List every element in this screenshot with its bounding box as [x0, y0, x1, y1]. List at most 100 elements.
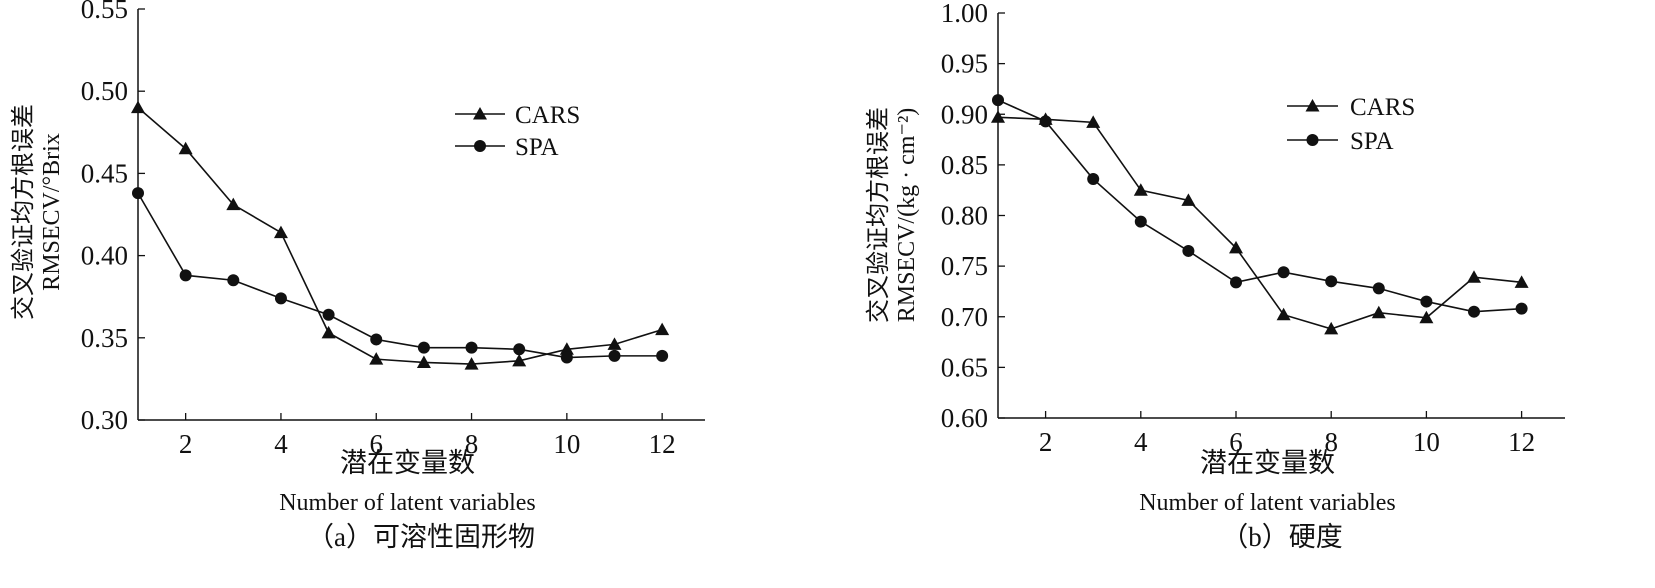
- y-tick-label: 0.50: [81, 76, 128, 106]
- x-axis-label-en: Number of latent variables: [279, 490, 536, 516]
- x-tick-label: 6: [370, 429, 384, 459]
- panel-caption: （a）可溶性固形物: [307, 522, 535, 552]
- series-cars: [991, 110, 1529, 335]
- data-point-circle: [1087, 173, 1100, 186]
- legend-label: CARS: [515, 102, 580, 129]
- x-tick-label: 10: [1413, 427, 1440, 457]
- y-tick-label: 0.35: [81, 323, 128, 353]
- legend-marker-triangle: [1305, 99, 1320, 112]
- legend-marker-circle: [474, 140, 486, 152]
- data-point-circle: [1134, 215, 1147, 228]
- data-point-triangle: [1181, 193, 1196, 206]
- series-line-cars: [137, 107, 663, 365]
- data-point-circle: [1420, 295, 1433, 308]
- legend-marker-circle: [1306, 134, 1319, 146]
- data-point-circle: [1182, 244, 1195, 257]
- series-line-spa: [997, 99, 1522, 313]
- y-tick-label: 0.40: [81, 241, 128, 271]
- data-point-circle: [179, 269, 192, 282]
- data-point-triangle: [226, 197, 241, 211]
- data-point-triangle: [1324, 321, 1339, 335]
- data-point-triangle: [464, 357, 479, 370]
- y-tick-label: 0.75: [941, 251, 988, 281]
- x-tick-label: 2: [1039, 427, 1053, 457]
- x-axis-label-cn: 潜在变量数: [340, 448, 475, 478]
- data-point-circle: [1277, 266, 1290, 279]
- data-point-circle: [132, 187, 144, 200]
- data-point-triangle: [321, 325, 336, 339]
- x-axis-label-cn: 潜在变量数: [1200, 448, 1335, 478]
- legend-label: SPA: [515, 134, 559, 161]
- data-point-triangle: [416, 355, 431, 368]
- data-point-circle: [513, 343, 526, 356]
- data-point-triangle: [178, 141, 193, 155]
- y-tick-label: 0.30: [81, 405, 128, 435]
- data-point-circle: [465, 341, 478, 354]
- series-line-cars: [997, 116, 1522, 330]
- y-axis-label-en: RMSECV/(kg · cm⁻²): [894, 108, 920, 323]
- data-point-circle: [608, 349, 621, 362]
- x-tick-label: 12: [1508, 427, 1535, 457]
- legend-label: SPA: [1350, 128, 1394, 155]
- data-point-circle: [227, 274, 240, 287]
- y-tick-label: 0.90: [941, 99, 988, 129]
- y-tick-label: 0.70: [941, 302, 988, 332]
- y-tick-label: 0.45: [81, 158, 128, 188]
- data-point-circle: [322, 308, 335, 321]
- data-point-triangle: [1467, 270, 1481, 283]
- data-point-circle: [1372, 282, 1385, 295]
- x-tick-label: 4: [1134, 427, 1148, 457]
- data-point-triangle: [991, 110, 1005, 123]
- data-point-triangle: [369, 352, 384, 365]
- x-tick-label: 8: [1324, 427, 1338, 457]
- legend-marker-triangle: [473, 107, 487, 120]
- data-point-triangle: [1419, 310, 1434, 324]
- x-axis-label-en: Number of latent variables: [1139, 490, 1396, 516]
- x-tick-label: 2: [179, 429, 193, 459]
- y-tick-label: 0.55: [81, 0, 128, 24]
- y-tick-label: 0.60: [941, 403, 988, 433]
- data-point-circle: [417, 341, 430, 354]
- chart-panel-a: 0.30 0.35 0.40 0.45 0.50 0.55 2 4 6 8 10 12 潜在变量数 Num…: [10, 0, 705, 552]
- panel-caption: （b）硬度: [1221, 522, 1343, 552]
- data-point-triangle: [607, 337, 622, 350]
- data-point-circle: [1325, 275, 1338, 288]
- data-point-circle: [1515, 302, 1528, 315]
- data-point-circle: [1230, 276, 1242, 289]
- series-line-spa: [137, 192, 663, 359]
- data-point-circle: [370, 333, 383, 346]
- y-tick-label: 1.00: [941, 0, 988, 28]
- data-point-circle: [274, 292, 287, 305]
- data-point-triangle: [1514, 275, 1529, 288]
- x-tick-label: 8: [465, 429, 479, 459]
- y-axis-label-cn: 交叉验证均方根误差: [865, 107, 892, 323]
- data-point-circle: [560, 351, 573, 364]
- data-point-circle: [1468, 305, 1480, 318]
- data-point-triangle: [1371, 305, 1386, 319]
- series-spa: [132, 187, 669, 364]
- data-point-triangle: [1229, 240, 1243, 254]
- x-tick-label: 4: [274, 429, 288, 459]
- data-point-circle: [992, 94, 1004, 107]
- y-axis-label-cn: 交叉验证均方根误差: [10, 104, 37, 320]
- series-spa: [992, 94, 1528, 318]
- y-tick-label: 0.95: [941, 49, 988, 79]
- data-point-circle: [656, 349, 669, 362]
- data-point-triangle: [1276, 307, 1291, 321]
- y-tick-label: 0.80: [941, 201, 988, 231]
- y-tick-label: 0.85: [941, 150, 988, 180]
- data-point-triangle: [559, 342, 574, 355]
- data-point-triangle: [1133, 183, 1148, 196]
- x-tick-label: 10: [553, 429, 580, 459]
- data-point-triangle: [655, 322, 670, 336]
- series-cars: [131, 100, 670, 370]
- legend-label: CARS: [1350, 94, 1415, 121]
- data-point-triangle: [1086, 115, 1101, 128]
- data-point-circle: [1039, 115, 1052, 128]
- y-tick-label: 0.65: [941, 352, 988, 382]
- data-point-triangle: [131, 100, 145, 114]
- x-tick-label: 6: [1229, 427, 1243, 457]
- data-point-triangle: [273, 225, 288, 239]
- chart-panel-b: 0.60 0.65 0.70 0.75 0.80 0.85 0.90 0.95 1.00 2 4 6 8…: [865, 0, 1565, 552]
